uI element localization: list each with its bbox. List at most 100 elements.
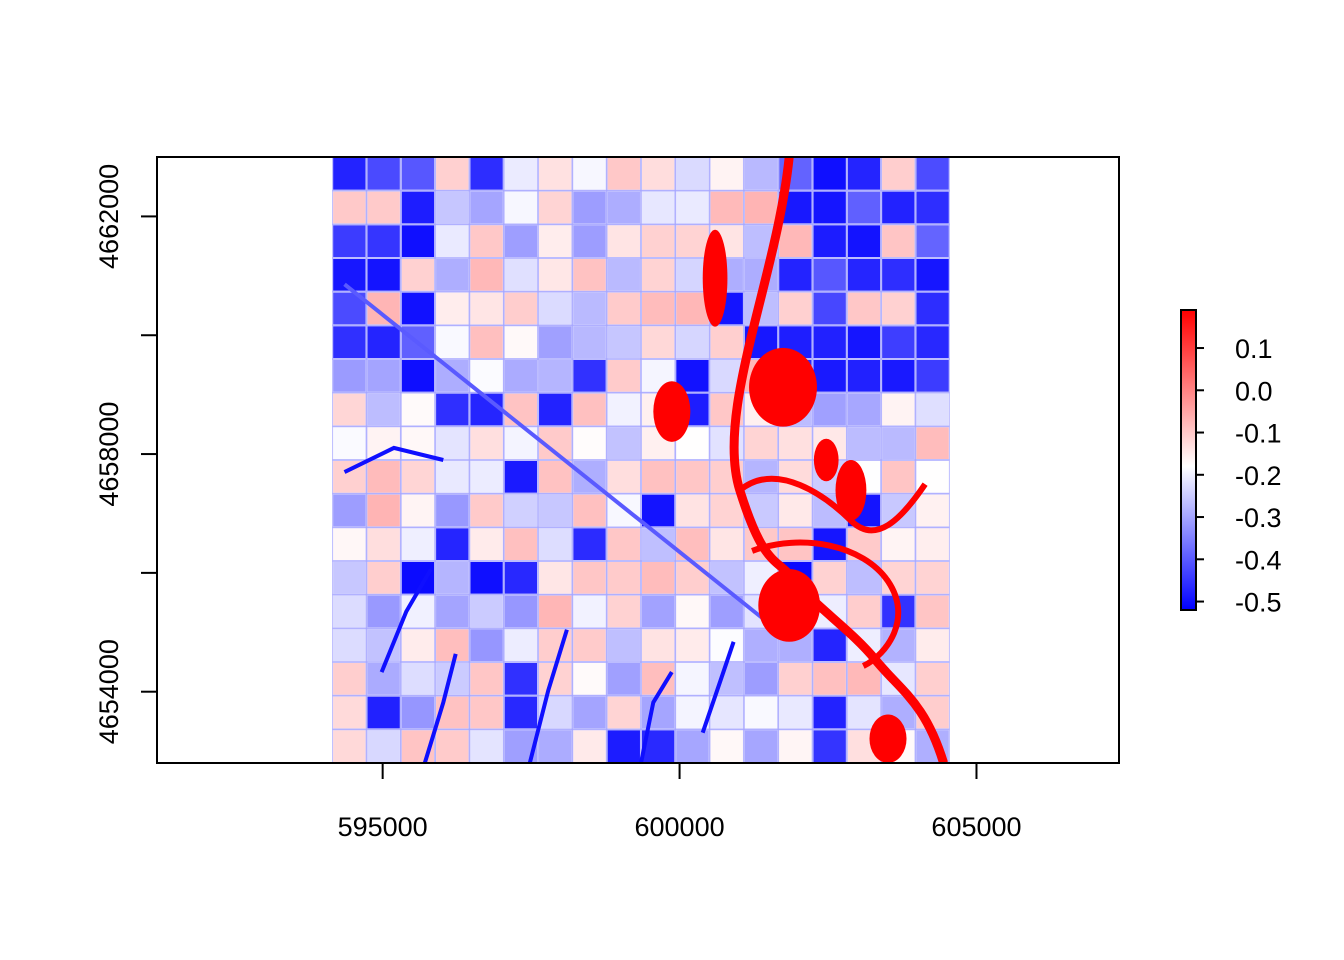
raster-parcel <box>676 562 709 594</box>
raster-parcel <box>916 360 949 392</box>
raster-parcel <box>333 629 366 661</box>
raster-parcel <box>504 562 538 594</box>
raster-parcel <box>436 326 469 358</box>
raster-parcel <box>401 225 435 257</box>
raster-parcel <box>813 629 846 661</box>
raster-parcel <box>641 629 675 661</box>
raster-parcel <box>744 730 778 762</box>
raster-parcel <box>436 292 469 325</box>
raster-flooded-area <box>813 438 839 482</box>
raster-parcel <box>916 292 949 325</box>
raster-parcel <box>882 158 915 190</box>
colorbar-tick-label: -0.1 <box>1235 419 1282 449</box>
raster-parcel <box>401 461 435 493</box>
raster-parcel <box>916 225 949 257</box>
raster-parcel <box>367 393 400 426</box>
raster-parcel <box>436 629 469 661</box>
raster-parcel <box>573 528 606 560</box>
raster-parcel <box>641 562 675 594</box>
raster-parcel <box>470 461 503 493</box>
raster-parcel <box>607 191 640 224</box>
raster-parcel <box>504 360 538 392</box>
raster-parcel <box>607 326 640 358</box>
raster-parcel <box>573 259 606 291</box>
raster-parcel <box>710 326 743 358</box>
raster-stream <box>422 653 458 763</box>
raster-parcel <box>847 259 881 291</box>
raster-parcel <box>607 225 640 257</box>
raster-parcel <box>916 663 949 695</box>
raster-parcel <box>401 528 435 560</box>
raster-parcel <box>607 528 640 560</box>
raster-parcel <box>847 326 881 358</box>
raster-parcel <box>882 259 915 291</box>
raster-parcel <box>916 629 949 661</box>
raster-parcel <box>676 663 709 695</box>
raster-parcel <box>573 427 606 459</box>
x-tick-label: 600000 <box>635 812 725 842</box>
raster-parcel <box>401 663 435 695</box>
raster-parcel <box>436 225 469 257</box>
raster-stream <box>639 671 674 763</box>
raster-parcel <box>539 595 572 628</box>
raster-parcel <box>573 326 606 358</box>
raster-stream <box>700 641 736 734</box>
raster-parcel <box>436 158 469 190</box>
raster-parcel <box>641 461 675 493</box>
raster-parcel <box>470 326 503 358</box>
raster-parcel <box>882 393 915 426</box>
raster-parcel <box>401 259 435 291</box>
raster-parcel <box>573 158 606 190</box>
raster-parcel <box>367 191 400 224</box>
raster-parcel <box>882 461 915 493</box>
raster-parcel <box>882 427 915 459</box>
raster-parcel <box>367 461 400 493</box>
raster-parcel <box>573 191 606 224</box>
raster-parcel <box>847 360 881 392</box>
raster-parcel <box>847 292 881 325</box>
raster-parcel <box>641 595 675 628</box>
raster-parcel <box>436 360 469 392</box>
raster-parcel <box>882 326 915 358</box>
raster-parcel <box>333 595 366 628</box>
raster-parcel <box>813 225 846 257</box>
raster-parcel <box>813 360 846 392</box>
raster-parcel <box>710 595 743 628</box>
raster-parcel <box>504 158 538 190</box>
plot-frame <box>156 156 1120 764</box>
raster-parcel <box>847 158 881 190</box>
raster-parcel <box>607 562 640 594</box>
colorbar-tick-label: 0.0 <box>1235 376 1273 406</box>
raster-parcel <box>470 191 503 224</box>
raster-parcel <box>882 225 915 257</box>
raster-parcel <box>847 225 881 257</box>
raster-parcel <box>607 360 640 392</box>
raster-parcel <box>779 292 812 325</box>
raster-flooded-area <box>835 460 867 521</box>
raster-parcel <box>470 292 503 325</box>
raster-stream <box>379 568 433 673</box>
raster-parcel <box>882 528 915 560</box>
raster-parcel <box>676 494 709 527</box>
raster-parcel <box>401 494 435 527</box>
raster-parcel <box>504 528 538 560</box>
raster-parcel <box>607 595 640 628</box>
raster-parcel <box>504 461 538 493</box>
raster-parcel <box>607 393 640 426</box>
raster-parcel <box>641 158 675 190</box>
raster-parcel <box>573 562 606 594</box>
raster-parcel <box>641 494 675 527</box>
raster-parcel <box>504 326 538 358</box>
colorbar-tick-label: -0.3 <box>1235 503 1282 533</box>
colorbar-tick-label: 0.1 <box>1235 334 1273 364</box>
raster-parcel <box>504 663 538 695</box>
raster-parcel <box>710 528 743 560</box>
raster-parcel <box>607 292 640 325</box>
raster-parcel <box>333 562 366 594</box>
raster-parcel <box>916 562 949 594</box>
raster-parcel <box>436 730 469 762</box>
raster-parcel <box>676 191 709 224</box>
raster-parcel <box>607 259 640 291</box>
raster-parcel <box>367 494 400 527</box>
